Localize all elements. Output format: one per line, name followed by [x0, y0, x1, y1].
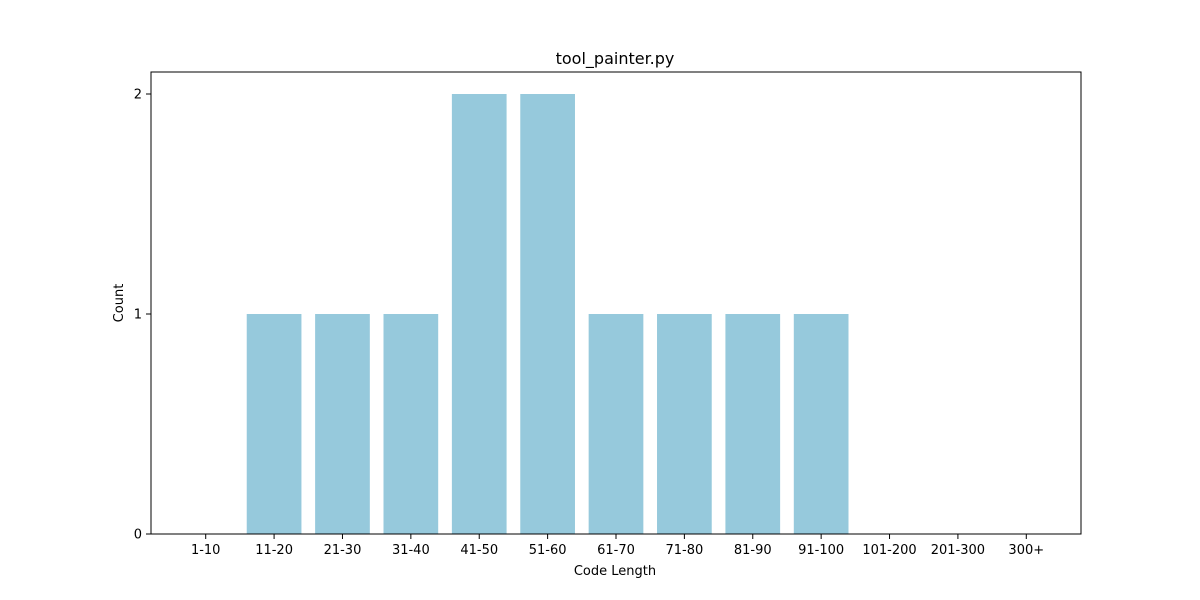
bar-61-70 — [588, 314, 644, 534]
x-tick-label: 300+ — [1008, 543, 1044, 558]
x-tick-label: 1-10 — [191, 543, 221, 558]
bar-31-40 — [383, 314, 439, 534]
x-tick-label: 71-80 — [665, 543, 703, 558]
x-tick-label: 11-20 — [255, 543, 293, 558]
x-tick-label: 21-30 — [324, 543, 362, 558]
x-tick-label: 51-60 — [529, 543, 567, 558]
y-tick-label: 0 — [134, 528, 142, 543]
x-tick-label: 61-70 — [597, 543, 635, 558]
bar-91-100 — [793, 314, 849, 534]
y-axis-ticks: 0 1 2 — [134, 88, 151, 543]
bar-21-30 — [315, 314, 370, 534]
x-tick-label: 201-300 — [931, 543, 985, 558]
bar-51-60 — [520, 94, 575, 534]
chart-title: tool_painter.py — [556, 49, 675, 69]
bar-11-20 — [246, 314, 302, 534]
y-tick-label: 1 — [134, 308, 142, 323]
x-tick-label: 91-100 — [798, 543, 844, 558]
x-axis-title: Code Length — [574, 564, 656, 579]
x-tick-label: 101-200 — [862, 543, 916, 558]
x-axis-ticks: 1-10 11-20 21-30 31-40 41-50 51-60 61-70 71-80 8… — [191, 534, 1044, 558]
bar-41-50 — [451, 94, 507, 534]
bar-71-80 — [657, 314, 712, 534]
x-tick-label: 31-40 — [392, 543, 430, 558]
bar-81-90 — [725, 314, 781, 534]
x-tick-label: 41-50 — [460, 543, 498, 558]
x-tick-label: 81-90 — [734, 543, 772, 558]
y-axis-title: Count — [112, 284, 127, 323]
bars-layer — [246, 94, 849, 534]
y-tick-label: 2 — [134, 88, 142, 103]
